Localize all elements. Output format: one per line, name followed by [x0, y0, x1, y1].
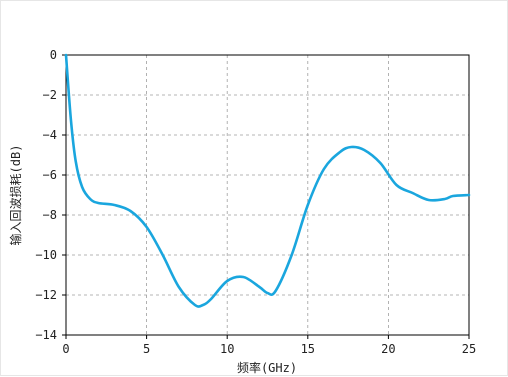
axis-ticks: 0 5 10 15 20 25 0 −2 −4 −6 −8 −10 −12 −14 [35, 48, 476, 356]
x-tick-label: 25 [462, 342, 476, 356]
series-line-return-loss [64, 53, 471, 308]
x-axis-title: 频率(GHz) [237, 360, 297, 375]
x-tick-label: 0 [62, 342, 69, 356]
y-tick-label: −4 [43, 128, 57, 142]
y-tick-label: −12 [35, 288, 57, 302]
y-tick-label: −8 [43, 208, 57, 222]
y-tick-label: −10 [35, 248, 57, 262]
grid [66, 55, 469, 335]
y-tick-label: 0 [50, 48, 57, 62]
y-tick-label: −6 [43, 168, 57, 182]
y-tick-label: −14 [35, 328, 57, 342]
x-tick-label: 15 [301, 342, 315, 356]
x-tick-label: 5 [143, 342, 150, 356]
x-tick-label: 20 [381, 342, 395, 356]
series-group [64, 53, 471, 308]
y-axis-title: 输入回波损耗(dB) [8, 145, 23, 246]
x-tick-label: 10 [220, 342, 234, 356]
y-tick-label: −2 [43, 88, 57, 102]
